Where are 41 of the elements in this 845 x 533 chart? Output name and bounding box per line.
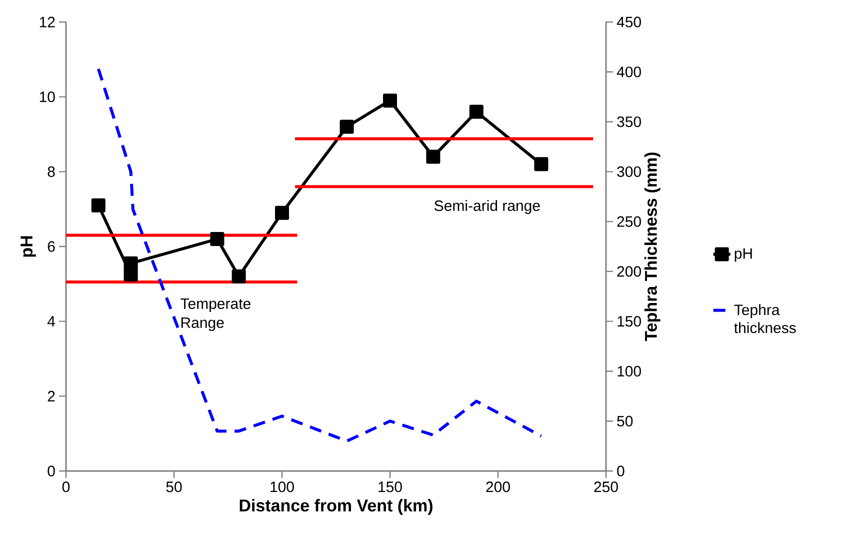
x-tick-label: 0 — [62, 482, 70, 492]
legend-label: pH — [734, 248, 752, 262]
y2-tick-label: 150 — [618, 316, 641, 327]
y2-tick-label: 450 — [616, 16, 641, 28]
y2-tick-label: 100 — [618, 366, 641, 377]
point — [124, 256, 138, 270]
point — [426, 150, 440, 164]
annotation: Semi-arid range — [434, 200, 540, 214]
x-tick-label: 200 — [486, 482, 510, 492]
y-tick-label: 4 — [47, 316, 56, 326]
y2-tick-label: 200 — [617, 266, 641, 277]
point — [91, 198, 106, 212]
point — [275, 206, 289, 220]
x-tick-label: 100 — [270, 482, 294, 492]
y-tick-label: 10 — [40, 92, 55, 102]
y2-axis-title: Tephra Thickness (mm) — [644, 152, 660, 342]
point — [340, 120, 354, 134]
x-tick-label: 250 — [594, 482, 618, 492]
x-axis-title: Distance from Vent (km) — [240, 499, 432, 515]
y2-tick-label: 50 — [617, 416, 633, 426]
y-tick-label: 6 — [48, 241, 55, 252]
y2-tick-label: 0 — [617, 466, 624, 476]
y2-tick-label: 350 — [617, 116, 641, 128]
point — [210, 232, 224, 246]
point — [469, 104, 484, 119]
y-axis-title: pH — [20, 236, 36, 257]
y2-tick-label: 300 — [617, 166, 641, 177]
y-tick-label: 2 — [48, 390, 55, 402]
y-tick-label: 0 — [48, 466, 55, 476]
x-tick-label: 150 — [378, 482, 402, 492]
point — [534, 157, 548, 172]
point — [383, 94, 398, 108]
y2-tick-label: 250 — [617, 216, 641, 227]
annotation: Temperate Range — [180, 298, 250, 331]
y-tick-label: 12 — [40, 16, 55, 28]
line-series — [96, 67, 543, 443]
point — [232, 269, 246, 284]
legend-label: Tephra thickness — [734, 304, 796, 334]
x-tick-label: 50 — [166, 482, 182, 492]
y-tick-label: 8 — [48, 166, 55, 177]
y2-tick-label: 400 — [616, 66, 641, 78]
